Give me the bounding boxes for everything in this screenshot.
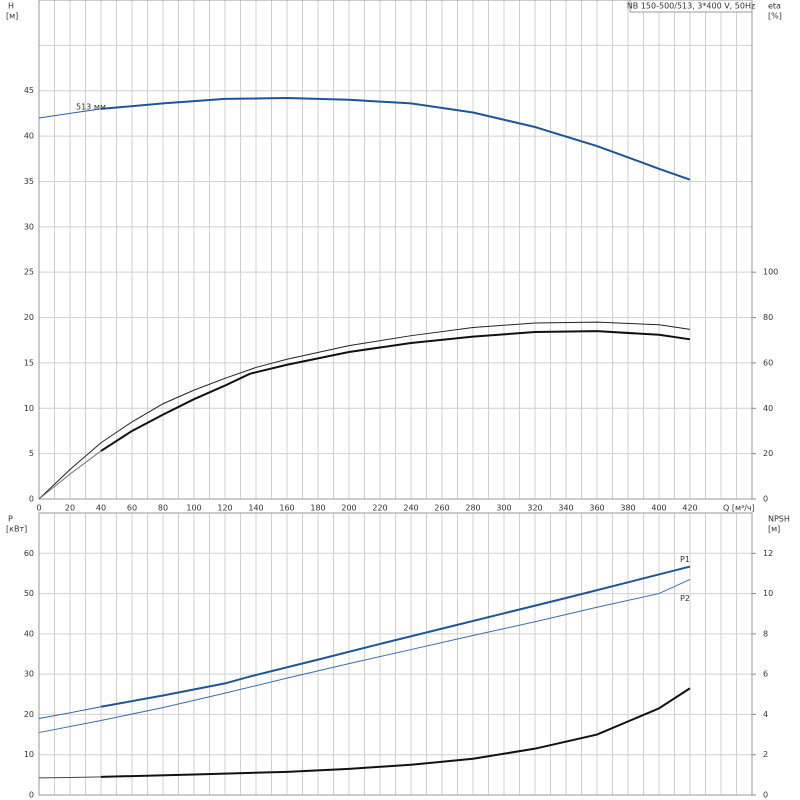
curve-label: P1 bbox=[680, 555, 690, 564]
curve bbox=[38, 706, 102, 719]
curve bbox=[100, 687, 691, 778]
y-tick-label: 0 bbox=[29, 791, 34, 800]
x-tick-label: 320 bbox=[527, 504, 542, 513]
x-tick-label: 400 bbox=[651, 504, 666, 513]
y2-axis-label: NPSH bbox=[768, 515, 790, 524]
title-box bbox=[629, 0, 753, 13]
x-tick-label: 300 bbox=[496, 504, 511, 513]
x-tick-label: 260 bbox=[434, 504, 449, 513]
y-tick-label: 30 bbox=[24, 670, 34, 679]
x-tick-label: 180 bbox=[310, 504, 325, 513]
chart-title: NB 150-500/513, 3*400 V, 50Hz bbox=[627, 2, 755, 11]
y-axis-unit: [кВт] bbox=[6, 525, 27, 534]
y-tick-label: 50 bbox=[24, 589, 34, 598]
y2-axis-unit: [м] bbox=[768, 525, 780, 534]
curve bbox=[38, 108, 102, 119]
y-tick-label: 25 bbox=[24, 268, 34, 277]
y2-tick-label: 60 bbox=[763, 358, 773, 367]
y-tick-label: 15 bbox=[24, 358, 34, 367]
y2-tick-label: 10 bbox=[763, 589, 773, 598]
x-tick-label: 100 bbox=[186, 504, 201, 513]
y2-tick-label: 0 bbox=[763, 495, 768, 504]
y-axis-label: H bbox=[8, 2, 14, 11]
x-tick-label: 0 bbox=[36, 504, 41, 513]
x-tick-label: 240 bbox=[403, 504, 418, 513]
y-tick-label: 20 bbox=[24, 313, 34, 322]
y-tick-label: 35 bbox=[24, 177, 34, 186]
y-tick-label: 0 bbox=[29, 495, 34, 504]
x-tick-label: 200 bbox=[341, 504, 356, 513]
x-tick-label: 280 bbox=[465, 504, 480, 513]
y2-tick-label: 2 bbox=[763, 750, 768, 759]
curve bbox=[100, 565, 691, 708]
y2-tick-label: 4 bbox=[763, 710, 768, 719]
y-tick-label: 5 bbox=[29, 449, 34, 458]
curve bbox=[100, 96, 691, 181]
y-axis-label: P bbox=[8, 515, 13, 524]
x-tick-label: 40 bbox=[96, 504, 106, 513]
x-tick-label: 340 bbox=[558, 504, 573, 513]
x-tick-label: 80 bbox=[158, 504, 168, 513]
y-tick-label: 20 bbox=[24, 710, 34, 719]
y2-tick-label: 80 bbox=[763, 313, 773, 322]
y-tick-label: 45 bbox=[24, 86, 34, 95]
x-tick-label: 160 bbox=[279, 504, 294, 513]
y2-tick-label: 0 bbox=[763, 791, 768, 800]
x-tick-label: 20 bbox=[65, 504, 75, 513]
x-axis-label: Q [м³/ч] bbox=[723, 504, 755, 513]
y2-tick-label: 8 bbox=[763, 629, 768, 638]
curve bbox=[38, 321, 691, 500]
curve-label: 513 мм bbox=[76, 102, 106, 111]
y2-tick-label: 40 bbox=[763, 404, 773, 413]
curve bbox=[38, 776, 102, 779]
y2-tick-label: 6 bbox=[763, 670, 768, 679]
x-tick-label: 60 bbox=[127, 504, 137, 513]
y2-tick-label: 20 bbox=[763, 449, 773, 458]
x-tick-label: 120 bbox=[217, 504, 232, 513]
y2-axis-label: eta bbox=[768, 2, 781, 11]
y-tick-label: 10 bbox=[24, 750, 34, 759]
x-tick-label: 220 bbox=[372, 504, 387, 513]
x-tick-label: 380 bbox=[620, 504, 635, 513]
y-tick-label: 30 bbox=[24, 222, 34, 231]
y2-axis-unit: [%] bbox=[768, 12, 782, 21]
x-tick-label: 360 bbox=[589, 504, 604, 513]
y-axis-unit: [м] bbox=[6, 12, 18, 21]
curve bbox=[38, 579, 691, 734]
y-tick-label: 10 bbox=[24, 404, 34, 413]
x-tick-label: 140 bbox=[248, 504, 263, 513]
curve bbox=[100, 330, 691, 452]
y2-tick-label: 12 bbox=[763, 549, 773, 558]
curve-label: P2 bbox=[680, 594, 690, 603]
curve bbox=[38, 450, 102, 500]
y-tick-label: 40 bbox=[24, 132, 34, 141]
plot-frame bbox=[38, 512, 753, 796]
y-tick-label: 40 bbox=[24, 629, 34, 638]
x-tick-label: 420 bbox=[682, 504, 697, 513]
y-tick-label: 60 bbox=[24, 549, 34, 558]
x-label-bg bbox=[720, 502, 752, 513]
plot-frame bbox=[38, 0, 753, 500]
y2-tick-label: 100 bbox=[763, 268, 778, 277]
